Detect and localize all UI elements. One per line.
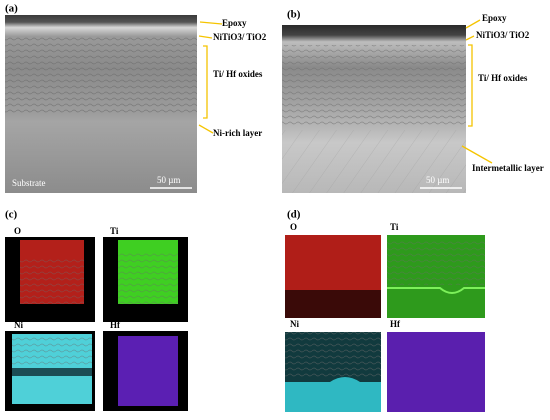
panel-label: (c): [5, 209, 18, 221]
annotation: NiTiO3/ TiO2: [213, 32, 267, 42]
annotation: Ni-rich layer: [213, 128, 262, 138]
annotation: Epoxy: [222, 18, 247, 28]
scale-bar-label: 50 µm: [157, 175, 180, 185]
map-label: Hf: [110, 320, 121, 330]
map-label: Ti: [390, 222, 399, 232]
map-label: Ni: [14, 320, 23, 330]
map-band: [387, 287, 485, 294]
layer-texture: [5, 35, 197, 115]
layer-texture: [282, 45, 466, 125]
map-label: O: [290, 222, 297, 232]
map-texture: [387, 240, 485, 285]
map-texture: [285, 332, 381, 377]
arrow: [198, 35, 213, 39]
annotation: Epoxy: [482, 13, 507, 23]
map-texture: [118, 252, 178, 304]
map-signal: [118, 336, 178, 406]
map-label: Ti: [110, 226, 119, 236]
arrow: [465, 19, 481, 29]
bracket: [203, 45, 208, 119]
annotation: NiTiO3/ TiO2: [476, 30, 530, 40]
panel-label: (b): [287, 9, 301, 21]
arrow: [465, 35, 475, 41]
scale-bar-label: 50 µm: [426, 175, 449, 185]
map-band: [12, 368, 92, 376]
map-label: Ni: [290, 319, 299, 329]
arrow: [461, 145, 493, 164]
map-signal: [285, 377, 381, 412]
arrow: [199, 21, 223, 25]
substrate-texture: [282, 130, 466, 193]
bracket: [468, 44, 473, 127]
panel-label: (a): [5, 3, 18, 15]
annotation: Ti/ Hf oxides: [478, 73, 528, 83]
map-label: Hf: [390, 319, 401, 329]
map-band: [285, 290, 381, 318]
eds-map: [387, 332, 485, 412]
annotation: Intermetallic layer: [472, 163, 544, 173]
panel-label: (d): [287, 209, 301, 221]
map-texture: [20, 258, 84, 304]
annotation: Ti/ Hf oxides: [213, 69, 263, 79]
map-label: O: [14, 226, 21, 236]
substrate-label: Substrate: [12, 178, 46, 188]
arrow: [198, 124, 214, 134]
map-texture: [12, 336, 92, 366]
